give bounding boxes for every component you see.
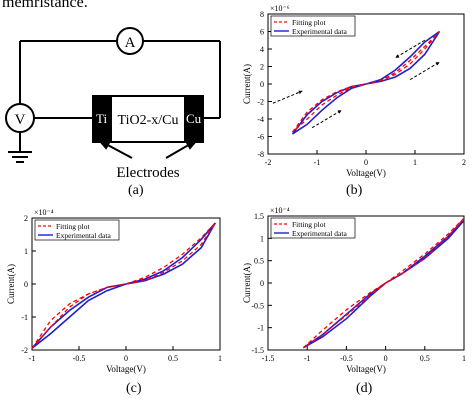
y-axis-label: Current(A) [6, 264, 16, 304]
x-tick-label: 0 [124, 354, 128, 363]
series-experimental-data [291, 30, 441, 135]
caption-c: (c) [126, 381, 142, 396]
sweep-arrow [311, 109, 342, 129]
ammeter-circle [116, 27, 144, 55]
sweep-arrowhead [395, 54, 400, 58]
electrodes-label: Electrodes [116, 165, 179, 181]
legend-box [270, 15, 356, 37]
series-fitting-plot [302, 217, 465, 349]
chart-d: -1.5 -1 -0.5 0 0.5 1 1.5 1 0.5 0 -0.5 -1 -1.5 ×10⁻⁴ Vo… [242, 206, 466, 374]
y-tick-label: 1 [260, 234, 264, 243]
y-tick-label: -8 [257, 150, 264, 159]
x-tick-label: -0.5 [340, 354, 353, 363]
chart-c: -1 -0.5 0 0.5 1210-1-2×10⁻⁴Voltage(V)Current… [6, 208, 222, 374]
y-tick-label: 6 [260, 28, 264, 37]
electrode-arrow-left [103, 142, 133, 159]
y-multiplier: ×10⁻⁴ [34, 208, 54, 217]
legend-box [270, 217, 356, 239]
y-tick-label: -2 [257, 98, 264, 107]
voltmeter-circle [5, 103, 35, 133]
legend-fit-label: Fitting plot [56, 222, 90, 231]
x-tick-label: -0.5 [73, 354, 86, 363]
header-fragment: memristance. [2, 0, 88, 11]
series-experimental-data [31, 222, 216, 349]
x-tick-label: -1 [304, 354, 311, 363]
sweep-arrowhead [298, 90, 303, 95]
x-tick-label: 1 [218, 354, 222, 363]
legend-exp-label: Experimental data [56, 231, 111, 240]
caption-a: (a) [128, 183, 144, 198]
x-tick-label: 0 [364, 158, 368, 167]
y-tick-label: -1.5 [251, 346, 264, 355]
ti-electrode [93, 96, 112, 142]
caption-d: (d) [356, 381, 373, 396]
sweep-arrow [395, 39, 426, 59]
y-tick-label: -0.5 [251, 301, 264, 310]
x-tick-label: 0.5 [420, 354, 430, 363]
legend-exp-label: Experimental data [292, 27, 347, 36]
y-tick-label: 0 [260, 80, 264, 89]
x-tick-label: -2 [265, 158, 272, 167]
legend-fit-label: Fitting plot [292, 220, 326, 229]
series-fitting-plot [31, 222, 216, 349]
x-axis-label: Voltage(V) [106, 364, 146, 374]
sweep-arrow [409, 61, 440, 81]
ti-label: Ti [96, 111, 107, 126]
y-axis-label: Current(A) [242, 263, 252, 303]
x-tick-label: -1 [29, 354, 36, 363]
x-tick-label: 1 [413, 158, 417, 167]
legend-box [34, 219, 120, 241]
y-multiplier: ×10⁻⁴ [270, 206, 290, 215]
y-multiplier: ×10⁻⁶ [270, 4, 290, 13]
cu-electrode [184, 96, 203, 142]
sweep-arrow [272, 90, 303, 104]
y-tick-label: -6 [257, 133, 264, 142]
caption-b: (b) [346, 183, 363, 198]
x-tick-label: -1 [314, 158, 321, 167]
y-axis-label: Current(A) [242, 64, 252, 104]
x-axis-label: Voltage(V) [346, 364, 386, 374]
legend-exp-label: Experimental data [292, 229, 347, 238]
circuit-diagram: A V Ti Cu TiO2-x/Cu Electrodes [5, 27, 221, 181]
chart-b: -2 -1 0 1 2 8 6 4 2 0 -2 -4 -6 -8 ×10⁻⁶ Voltage(V) Curre… [242, 4, 466, 178]
voltmeter-label: V [15, 112, 26, 128]
x-tick-label: 0.5 [168, 354, 178, 363]
sweep-arrowhead [337, 110, 342, 114]
y-tick-label: 1 [24, 247, 28, 256]
series-experimental-data [302, 219, 465, 349]
ammeter-label: A [125, 35, 136, 51]
y-tick-label: -1 [21, 313, 28, 322]
y-tick-label: 1.5 [254, 212, 264, 221]
series-fitting-plot [291, 31, 440, 133]
y-tick-label: 2 [260, 63, 264, 72]
y-tick-label: 2 [24, 214, 28, 223]
y-tick-label: 0 [260, 279, 264, 288]
y-tick-label: 0 [24, 280, 28, 289]
cu-label: Cu [186, 111, 202, 126]
legend-fit-label: Fitting plot [292, 18, 326, 27]
y-tick-label: 0.5 [254, 257, 264, 266]
y-tick-label: -1 [257, 324, 264, 333]
y-tick-label: 4 [260, 45, 264, 54]
x-tick-label: 2 [462, 158, 466, 167]
sweep-arrowhead [435, 62, 440, 66]
x-tick-label: 1 [462, 354, 466, 363]
x-tick-label: 0 [384, 354, 388, 363]
x-tick-label: -1.5 [262, 354, 275, 363]
y-tick-label: -2 [21, 346, 28, 355]
y-tick-label: -4 [257, 115, 264, 124]
device-label: TiO2-x/Cu [118, 113, 179, 128]
y-tick-label: 8 [260, 10, 264, 19]
x-axis-label: Voltage(V) [346, 168, 386, 178]
